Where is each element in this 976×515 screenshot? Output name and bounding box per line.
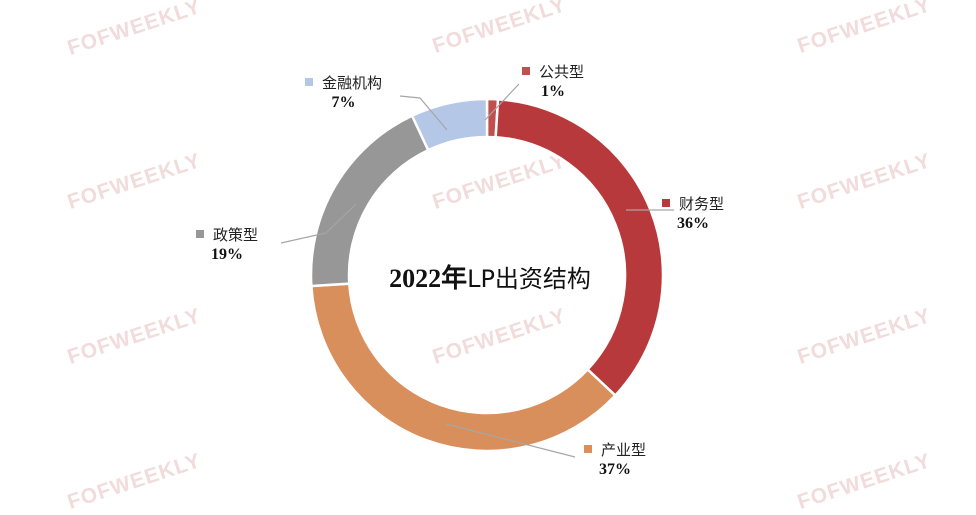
legend-swatch: [522, 67, 530, 75]
slice-name: 政策型: [213, 226, 259, 244]
slice-financial: [494, 98, 665, 398]
chart-title: 2022年LP出资结构: [370, 258, 610, 295]
slice-institution: [410, 97, 489, 152]
donut-chart: [280, 83, 674, 458]
slice-label-industrial: 产业型 37%: [584, 440, 646, 480]
leader-line-policy: [280, 203, 357, 244]
legend-swatch: [305, 78, 313, 86]
slice-name: 财务型: [679, 195, 725, 213]
leader-line-industrial: [445, 423, 576, 458]
slice-percent: 36%: [677, 215, 709, 232]
slice-percent: 19%: [211, 246, 243, 263]
leader-line-public: [484, 83, 520, 121]
slice-name: 金融机构: [322, 74, 383, 92]
slice-percent: 7%: [331, 94, 356, 111]
chart-title-year: 2022年: [389, 264, 468, 293]
slice-percent: 37%: [599, 461, 631, 478]
slice-label-financial: 财务型 36%: [662, 194, 724, 234]
legend-swatch: [584, 445, 592, 453]
slice-percent: 1%: [541, 83, 565, 100]
slice-label-policy: 政策型 19%: [196, 225, 258, 265]
slice-label-public: 公共型 1%: [522, 62, 584, 102]
slice-industrial: [310, 282, 618, 453]
legend-swatch: [662, 199, 670, 207]
leader-line-institution: [399, 95, 448, 131]
slice-label-institution: 金融机构 7%: [305, 73, 382, 113]
slice-name: 公共型: [539, 63, 585, 81]
legend-swatch: [196, 230, 204, 238]
chart-title-text: LP出资结构: [467, 265, 591, 293]
slice-name: 产业型: [601, 441, 647, 459]
